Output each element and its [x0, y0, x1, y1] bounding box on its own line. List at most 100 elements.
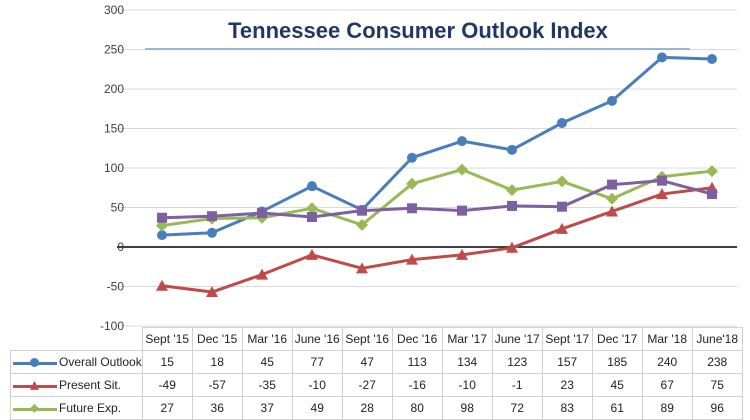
x-category-label: Mar '17 [441, 327, 493, 351]
x-category-label: Dec '15 [191, 327, 243, 351]
data-point [556, 222, 568, 234]
legend-circle-icon [13, 357, 57, 369]
table-cell: -35 [241, 373, 293, 397]
table-corner [11, 328, 143, 351]
series-present-sit [156, 181, 718, 298]
data-point [557, 117, 567, 128]
legend-entry: Overall Outlook [10, 350, 143, 374]
data-point [307, 181, 317, 192]
table-row: Present Sit. -49 -57 -35 -10 -27 -16 -10 -1 23 45 6… [10, 373, 743, 397]
legend-label: Present Sit. [59, 378, 122, 392]
table-cell: 45 [591, 373, 643, 397]
data-point [606, 192, 618, 205]
table-cell: 157 [541, 350, 593, 374]
data-point [707, 53, 717, 64]
table-cell: 45 [241, 350, 293, 374]
data-point [457, 136, 467, 147]
table-cell: 47 [341, 350, 393, 374]
table-cell: -1 [491, 373, 543, 397]
data-point [207, 227, 217, 238]
table-cell: 123 [491, 350, 543, 374]
data-point [606, 205, 618, 217]
data-point [557, 201, 567, 212]
y-tick-label: 100 [104, 161, 124, 175]
data-table: Sept '15 Dec '15 Mar '16 June '16 Sept '16 De… [10, 327, 743, 420]
x-category-label: June '16 [291, 327, 343, 351]
legend-diamond-icon [13, 403, 57, 415]
table-cell: 15 [141, 350, 193, 374]
table-cell: -27 [341, 373, 393, 397]
data-point [156, 279, 168, 291]
data-point [457, 205, 467, 216]
y-tick-label: 0 [117, 240, 124, 254]
table-cell: -49 [141, 373, 193, 397]
data-point [207, 211, 217, 222]
x-category-label: Dec '17 [591, 327, 643, 351]
data-point [656, 188, 668, 200]
y-tick-label: 200 [104, 82, 124, 96]
x-category-label: Dec '16 [391, 327, 443, 351]
chart-title: Tennessee Consumer Outlook Index [228, 18, 609, 43]
table-row: Overall Outlook 15 18 45 77 47 113 134 123 157 185… [10, 350, 743, 374]
table-cell: 238 [691, 350, 743, 374]
legend-label: Future Exp. [59, 401, 122, 415]
x-category-label: June'18 [691, 327, 743, 351]
x-category-label: Mar '18 [641, 327, 693, 351]
y-tick-label: 300 [104, 3, 124, 17]
data-point [657, 175, 667, 186]
table-cell: 185 [591, 350, 643, 374]
table-cell: 23 [541, 373, 593, 397]
data-point [356, 262, 368, 274]
data-point [507, 144, 517, 155]
data-point [356, 218, 368, 231]
data-point [407, 152, 417, 163]
x-category-label: Sept '15 [141, 327, 193, 351]
y-axis-ticks: -100 -50 0 50 100 150 200 250 300 [100, 3, 124, 333]
x-category-label: Mar '16 [241, 327, 293, 351]
chart: -100 -50 0 50 100 150 200 250 300 Tennessee Cons… [100, 3, 737, 333]
table-cell: 18 [191, 350, 243, 374]
table-cell: 134 [441, 350, 493, 374]
data-point [406, 253, 418, 265]
y-tick-label: 150 [104, 122, 124, 136]
data-point [157, 212, 167, 223]
table-cell: 113 [391, 350, 443, 374]
series-line [161, 179, 713, 220]
data-point [456, 248, 468, 260]
y-tick-label: 50 [111, 201, 125, 215]
table-cell: -10 [441, 373, 493, 397]
series-overall-outlook [157, 52, 717, 241]
data-point [306, 248, 318, 260]
data-point [307, 211, 317, 222]
y-tick-label: -50 [107, 280, 125, 294]
data-point [506, 184, 518, 197]
x-category-label: June '17 [491, 327, 543, 351]
data-point [306, 202, 318, 215]
data-point [456, 163, 468, 176]
table-cell: -16 [391, 373, 443, 397]
x-category-label: Sept '16 [341, 327, 393, 351]
table-cell: -10 [291, 373, 343, 397]
data-point [157, 230, 167, 241]
x-category-label: Sept '17 [541, 327, 593, 351]
table-cell: 77 [291, 350, 343, 374]
y-tick-label: -100 [100, 319, 124, 333]
gridlines [117, 9, 737, 327]
data-point [706, 165, 718, 178]
legend-entry: Present Sit. [10, 373, 143, 397]
series-unlabeled [157, 175, 717, 223]
legend-triangle-icon [13, 380, 57, 392]
series-group [156, 52, 718, 298]
y-tick-label: 250 [104, 43, 124, 57]
series-line [161, 186, 713, 294]
data-point [507, 200, 517, 211]
table-cell: 240 [641, 350, 693, 374]
table-cell: 75 [691, 373, 743, 397]
data-point [357, 205, 367, 216]
table-cell: -57 [191, 373, 243, 397]
data-point [607, 95, 617, 106]
data-point [707, 189, 717, 200]
table-header-row: Sept '15 Dec '15 Mar '16 June '16 Sept '16 De… [11, 327, 743, 351]
data-point [256, 268, 268, 280]
data-point [506, 241, 518, 253]
